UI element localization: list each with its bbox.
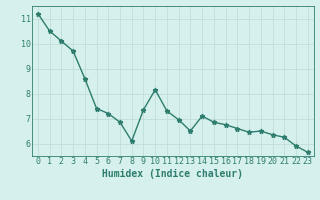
X-axis label: Humidex (Indice chaleur): Humidex (Indice chaleur) — [102, 169, 243, 179]
